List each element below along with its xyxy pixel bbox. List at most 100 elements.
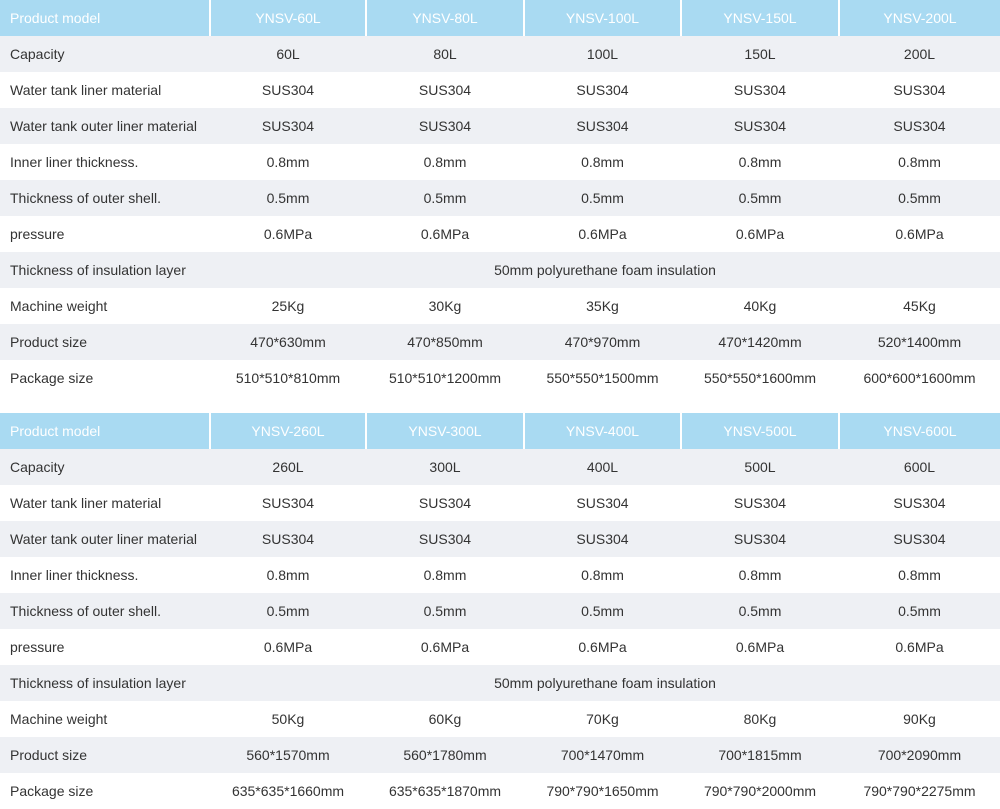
cell: 0.8mm: [423, 154, 467, 170]
table-row: Package size 635*635*1660mm 635*635*1870mm…: [0, 773, 1000, 809]
cell: SUS304: [210, 521, 366, 557]
cell: YNSV-500L: [680, 413, 839, 449]
cell: 0.5mm: [210, 180, 366, 216]
table-row: Thickness of insulation layer 50mm polyur…: [0, 665, 1000, 701]
cell: 0.8mm: [266, 567, 310, 583]
cell: 70Kg: [586, 711, 619, 727]
cell: 25Kg: [271, 298, 305, 314]
cell: 700*2090mm: [839, 737, 1000, 773]
cell: 0.8mm: [738, 154, 782, 170]
cell: 0.5mm: [681, 180, 839, 216]
cell: 470*630mm: [210, 324, 366, 360]
cell: 0.6MPa: [735, 639, 785, 655]
cell: 470*850mm: [366, 324, 524, 360]
cell: 700*1470mm: [524, 737, 681, 773]
cell: 470*1420mm: [681, 324, 839, 360]
cell: SUS304: [418, 495, 472, 511]
cell: 560*1570mm: [210, 737, 366, 773]
cell: 90Kg: [903, 711, 936, 727]
cell: 60L: [210, 36, 366, 72]
cell: SUS304: [210, 108, 366, 144]
cell: 45Kg: [903, 298, 936, 314]
cell: Product size: [0, 737, 210, 773]
cell: Water tank liner material: [10, 82, 162, 98]
table-row: Inner liner thickness. 0.8mm 0.8mm 0.8mm 0.8…: [0, 557, 1000, 593]
cell: 0.6MPa: [578, 639, 627, 655]
table-row: pressure 0.6MPa 0.6MPa 0.6MPa 0.6MPa 0.6MPa: [0, 629, 1000, 665]
cell: 0.5mm: [839, 593, 1000, 629]
cell: SUS304: [893, 82, 946, 98]
cell: SUS304: [418, 82, 472, 98]
cell: 0.5mm: [210, 593, 366, 629]
table-row: Capacity 60L 80L 100L 150L 200L: [0, 36, 1000, 72]
cell: 60Kg: [428, 711, 462, 727]
cell: SUS304: [524, 521, 681, 557]
cell: Thickness of insulation layer: [0, 252, 210, 288]
table-row: Product size 560*1570mm 560*1780mm 700*1470…: [0, 737, 1000, 773]
table-row: Package size 510*510*810mm 510*510*1200mm 5…: [0, 360, 1000, 396]
cell: 0.5mm: [524, 180, 681, 216]
cell: Product model: [0, 413, 210, 449]
table-row: Thickness of outer shell. 0.5mm 0.5mm 0.5mm…: [0, 180, 1000, 216]
cell: 40Kg: [743, 298, 777, 314]
cell: SUS304: [261, 82, 315, 98]
cell: YNSV-200L: [838, 0, 1000, 36]
table-row: Capacity 260L 300L 400L 500L 600L: [0, 449, 1000, 485]
cell: SUS304: [524, 108, 681, 144]
cell: 0.6MPa: [578, 226, 627, 242]
cell: YNSV-80L: [365, 0, 524, 36]
cell: 510*510*810mm: [235, 370, 341, 386]
table-row: Inner liner thickness. 0.8mm 0.8mm 0.8mm 0.8…: [0, 144, 1000, 180]
cell: Thickness of outer shell.: [0, 593, 210, 629]
cell: SUS304: [576, 82, 629, 98]
cell: YNSV-150L: [680, 0, 839, 36]
cell: 790*790*2000mm: [703, 783, 817, 799]
cell: 0.6MPa: [735, 226, 785, 242]
cell: 0.5mm: [366, 180, 524, 216]
cell: Water tank outer liner material: [0, 521, 210, 557]
cell: YNSV-400L: [523, 413, 681, 449]
cell: Thickness of insulation layer: [0, 665, 210, 701]
cell: SUS304: [366, 108, 524, 144]
cell: 790*790*2275mm: [863, 783, 976, 799]
cell: 520*1400mm: [839, 324, 1000, 360]
cell: 0.5mm: [524, 593, 681, 629]
cell: Water tank liner material: [10, 495, 162, 511]
cell: 35Kg: [586, 298, 619, 314]
cell: 790*790*1650mm: [546, 783, 659, 799]
cell: SUS304: [681, 108, 839, 144]
table-row: pressure 0.6MPa 0.6MPa 0.6MPa 0.6MPa 0.6MPa: [0, 216, 1000, 252]
cell: Inner liner thickness.: [10, 154, 139, 170]
cell: 0.6MPa: [420, 226, 470, 242]
cell: 600L: [839, 449, 1000, 485]
header-row: Product model YNSV-260L YNSV-300L YNSV-400L…: [0, 413, 1000, 449]
table-row: Water tank liner material SUS304 SUS304 SUS…: [0, 72, 1000, 108]
cell: Package size: [10, 783, 94, 799]
table-row: Thickness of outer shell. 0.5mm 0.5mm 0.5mm…: [0, 593, 1000, 629]
cell: SUS304: [366, 521, 524, 557]
cell: 50mm polyurethane foam insulation: [210, 665, 1000, 701]
cell: 470*970mm: [524, 324, 681, 360]
cell: 635*635*1870mm: [388, 783, 502, 799]
cell: pressure: [10, 226, 65, 242]
cell: SUS304: [733, 495, 787, 511]
cell: 550*550*1600mm: [703, 370, 817, 386]
cell: 700*1815mm: [681, 737, 839, 773]
cell: SUS304: [681, 521, 839, 557]
spec-table: Product model YNSV-260L YNSV-300L YNSV-400L…: [0, 413, 1000, 809]
cell: 0.8mm: [738, 567, 782, 583]
cell: 635*635*1660mm: [231, 783, 345, 799]
cell: pressure: [10, 639, 65, 655]
cell: 0.6MPa: [263, 639, 313, 655]
cell: 550*550*1500mm: [546, 370, 659, 386]
cell: SUS304: [261, 495, 315, 511]
cell: 400L: [524, 449, 681, 485]
cell: SUS304: [839, 108, 1000, 144]
cell: Thickness of outer shell.: [0, 180, 210, 216]
cell: 0.6MPa: [895, 226, 944, 242]
cell: Product model: [0, 0, 210, 36]
table-row: Water tank outer liner material SUS304 SUS…: [0, 521, 1000, 557]
header-row: Product model YNSV-60L YNSV-80L YNSV-100L YN…: [0, 0, 1000, 36]
